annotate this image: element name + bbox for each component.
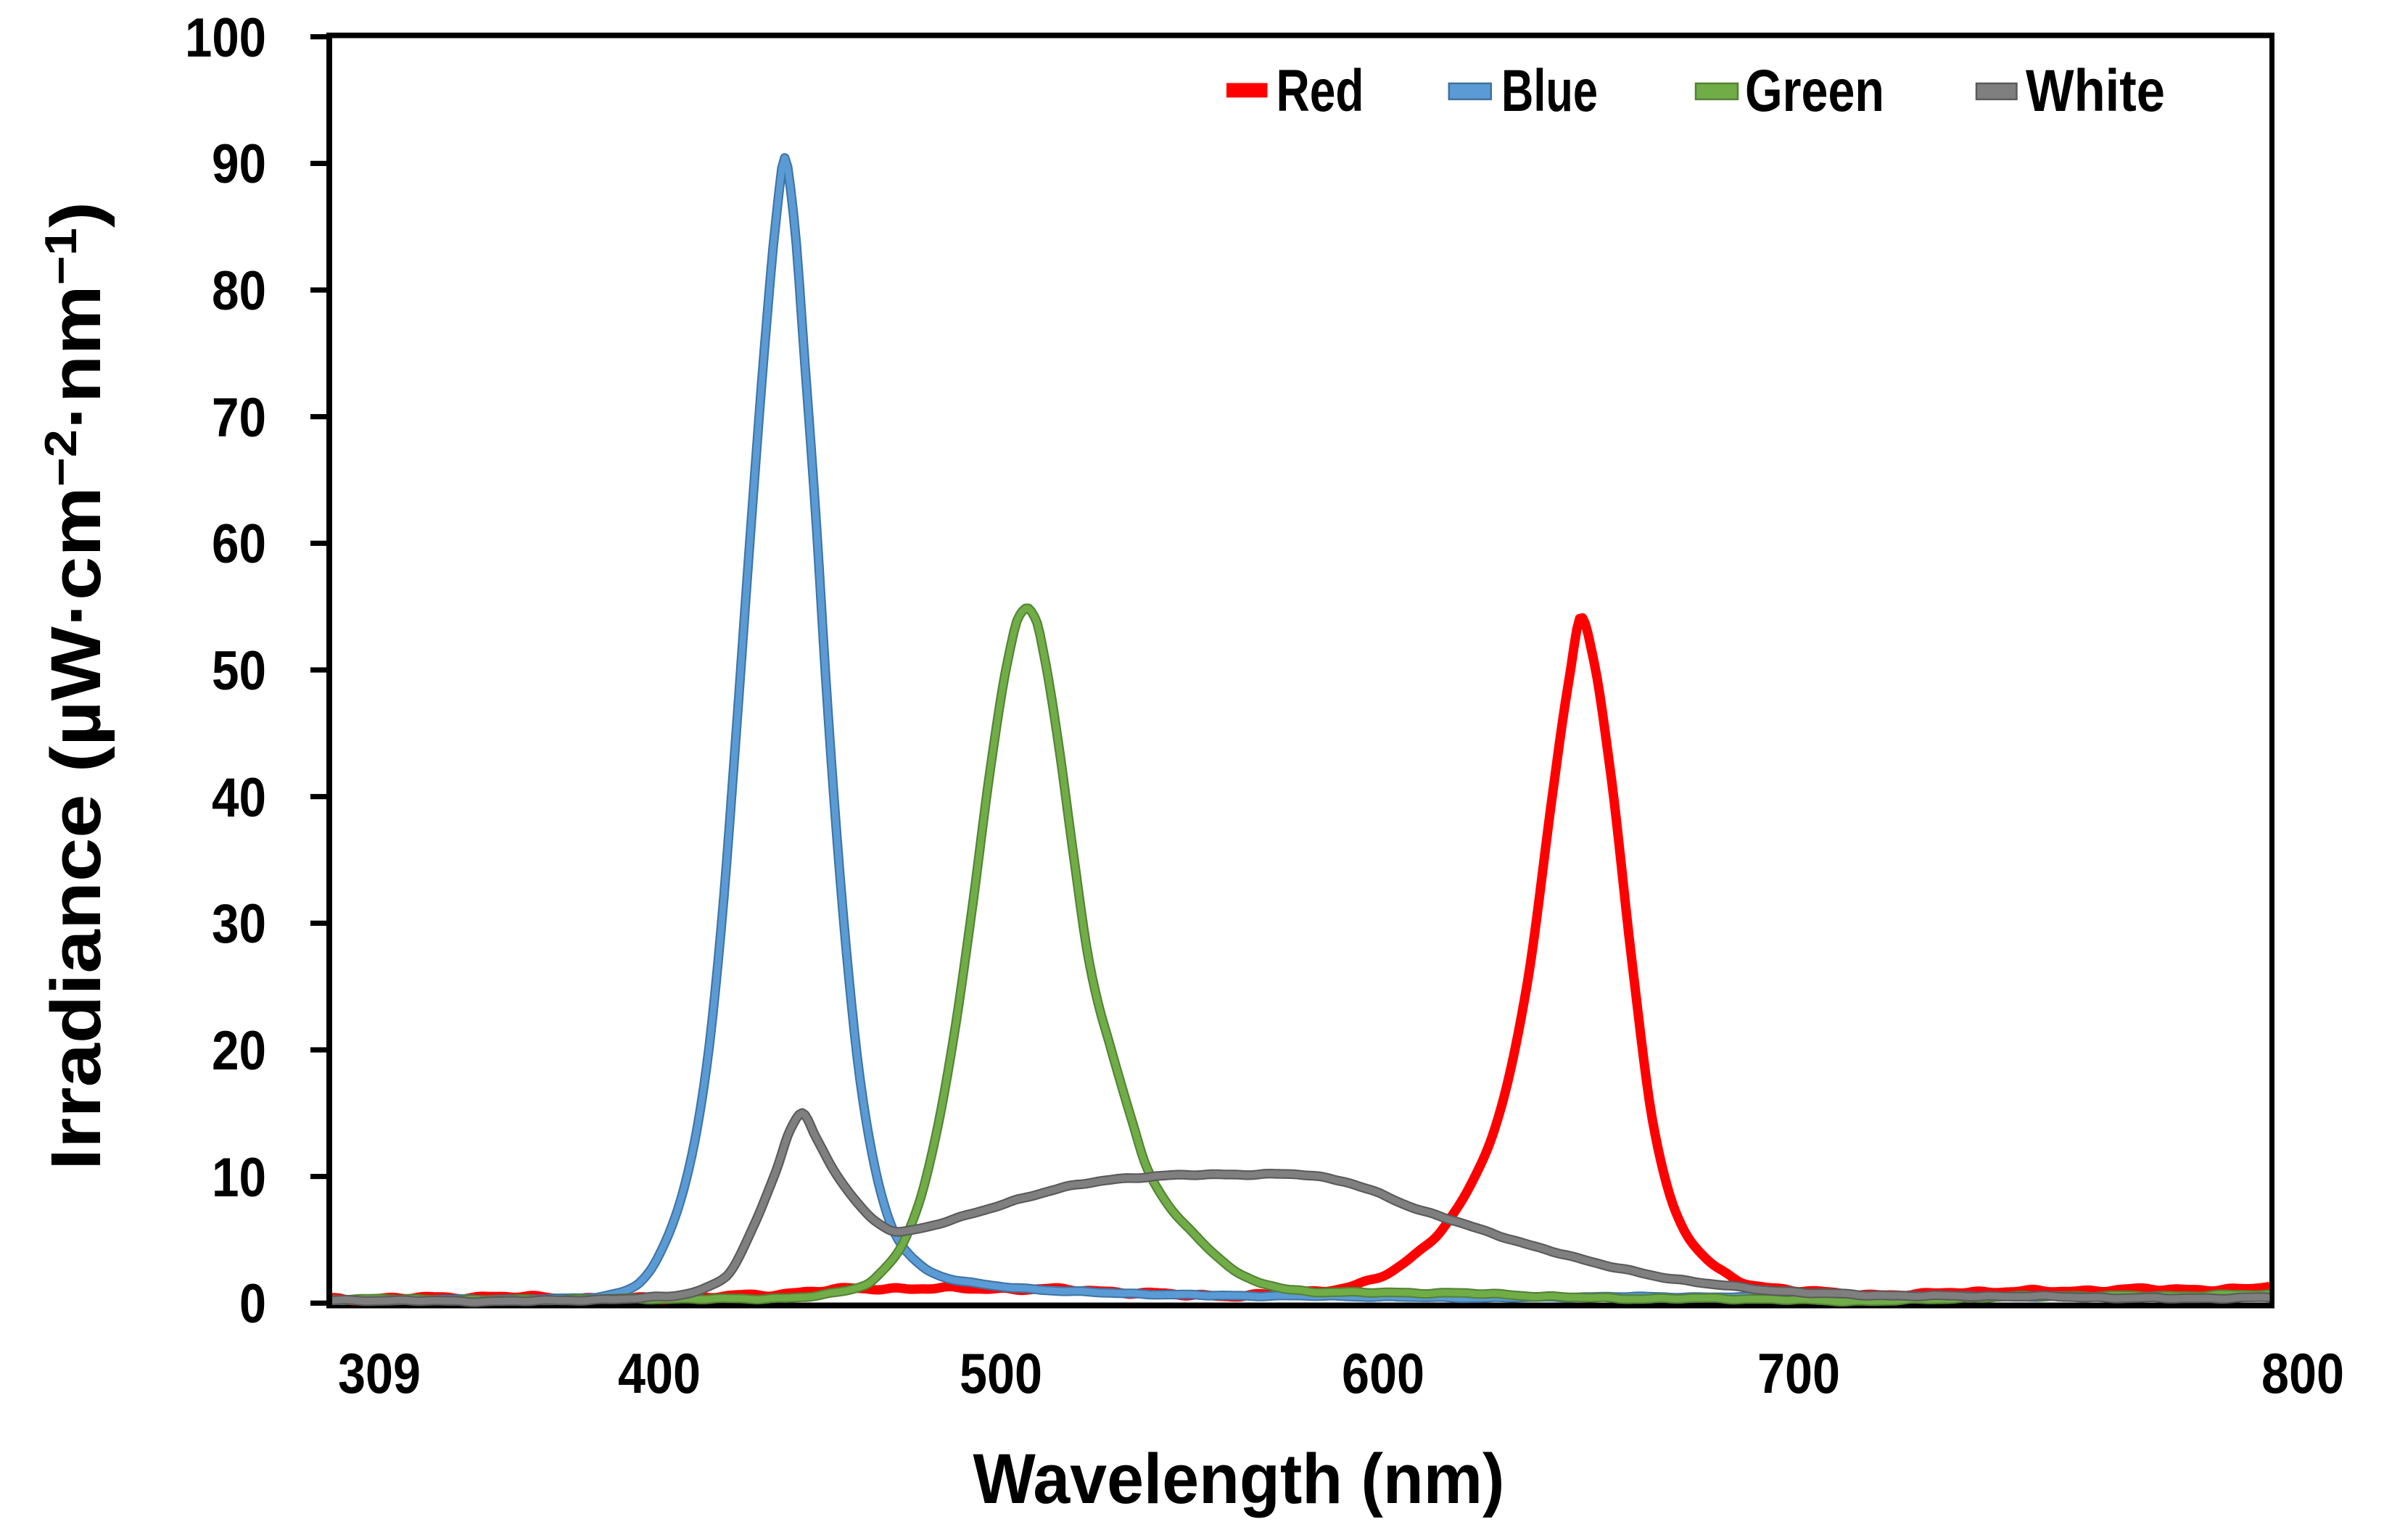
svg-text:Green: Green <box>1745 58 1884 124</box>
svg-text:10: 10 <box>212 1147 266 1209</box>
svg-text:400: 400 <box>618 1341 701 1405</box>
svg-text:White: White <box>2026 58 2165 124</box>
svg-text:60: 60 <box>212 513 266 575</box>
svg-text:30: 30 <box>212 893 266 955</box>
svg-text:600: 600 <box>1342 1341 1424 1405</box>
svg-text:50: 50 <box>212 640 266 702</box>
svg-text:309: 309 <box>338 1341 421 1405</box>
svg-text:Blue: Blue <box>1501 58 1598 124</box>
svg-text:100: 100 <box>185 7 266 69</box>
svg-text:Wavelength (nm): Wavelength (nm) <box>973 1439 1505 1518</box>
svg-text:80: 80 <box>212 260 266 322</box>
svg-text:700: 700 <box>1757 1341 1840 1405</box>
svg-text:0: 0 <box>239 1273 266 1335</box>
svg-text:Red: Red <box>1276 58 1364 124</box>
svg-text:90: 90 <box>212 133 266 195</box>
svg-text:500: 500 <box>960 1341 1042 1405</box>
svg-text:Irradiance (µW·cm−2·nm−1): Irradiance (µW·cm−2·nm−1) <box>36 202 115 1170</box>
svg-text:20: 20 <box>212 1020 266 1082</box>
svg-text:800: 800 <box>2261 1341 2344 1405</box>
svg-text:70: 70 <box>212 387 266 449</box>
svg-text:40: 40 <box>212 767 266 829</box>
